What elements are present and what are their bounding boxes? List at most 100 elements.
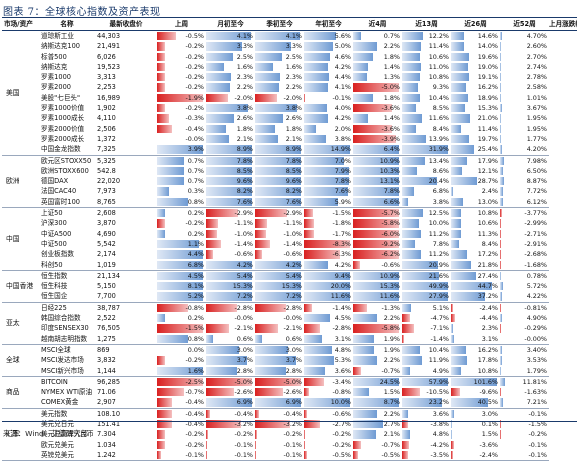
perf-cell: 3.0%: [206, 344, 255, 355]
perf-cell: -0.5%: [304, 450, 353, 461]
perf-cell: 9.6%: [255, 176, 304, 186]
perf-value: 40.5%: [478, 397, 498, 407]
perf-value: 4.70%: [527, 31, 547, 41]
perf-value: 4.2%: [335, 260, 351, 270]
negative-bar: [304, 230, 314, 238]
perf-cell: 19.6%: [451, 52, 500, 62]
perf-cell: 7.8%: [353, 186, 402, 196]
perf-cell: 2.2%: [255, 82, 304, 92]
performance-table: 市场/资产名称最新收盘价上周月初至今季初至今年初至今近4周近13周近26周近52…: [2, 17, 577, 461]
perf-cell: 4.8%: [304, 344, 353, 355]
asset-name: 罗素2000: [39, 82, 95, 92]
positive-bar: [500, 177, 504, 185]
perf-value: 7.8%: [433, 239, 449, 249]
perf-value: 7.8%: [384, 186, 400, 196]
positive-bar: [500, 73, 501, 81]
perf-cell: 4.0%: [304, 103, 353, 113]
perf-cell: 3.7%: [255, 355, 304, 365]
perf-cell: 31.9%: [402, 144, 451, 155]
negative-bar: [255, 230, 266, 238]
positive-bar: [451, 177, 477, 185]
perf-value: 5.2%: [188, 291, 204, 301]
positive-bar: [255, 73, 280, 81]
perf-value: -0.5%: [185, 31, 204, 41]
perf-value: 4.90%: [527, 313, 547, 323]
close-price: 1.242: [95, 450, 157, 461]
perf-cell: 16.2%: [451, 82, 500, 92]
perf-value: 7.2%: [286, 291, 302, 301]
positive-bar: [157, 230, 165, 238]
positive-bar: [402, 167, 417, 175]
perf-cell: 8.4%: [451, 239, 500, 249]
perf-cell: 1.9%: [353, 334, 402, 345]
positive-bar: [206, 73, 231, 81]
perf-value: -1.63%: [524, 387, 547, 397]
positive-bar: [402, 198, 408, 206]
region-label: 欧洲: [2, 155, 39, 207]
perf-cell: -0.2%: [304, 429, 353, 439]
close-price: 5,325: [95, 155, 157, 166]
positive-bar: [402, 104, 416, 112]
close-price: 21,134: [95, 270, 157, 281]
close-price: 16,989: [95, 93, 157, 103]
positive-bar: [304, 125, 316, 133]
perf-value: -3.5%: [430, 450, 449, 460]
perf-value: -0.5%: [381, 450, 400, 460]
negative-bar: [353, 451, 358, 459]
asset-name: 法国CAC40: [39, 186, 95, 196]
positive-bar: [157, 335, 188, 343]
positive-bar: [500, 198, 503, 206]
perf-value: -2.99%: [524, 218, 547, 228]
column-header: 月初至今: [206, 18, 255, 31]
perf-value: 3.7%: [237, 355, 253, 365]
perf-cell: 3.6%: [304, 366, 353, 377]
negative-bar: [157, 125, 172, 133]
perf-value: 4.5%: [188, 271, 204, 281]
perf-cell: 13.9%: [402, 134, 451, 144]
perf-cell: 5.4%: [255, 270, 304, 281]
positive-bar: [451, 219, 461, 227]
perf-value: 0.0%: [188, 345, 204, 355]
perf-cell: 7.6%: [206, 197, 255, 208]
perf-cell: 7.8%: [255, 155, 304, 166]
close-price: 76,505: [95, 323, 157, 333]
negative-bar: [500, 230, 501, 238]
positive-bar: [451, 104, 465, 112]
perf-cell: 3.1%: [451, 334, 500, 345]
positive-bar: [157, 177, 184, 185]
perf-value: -1.3%: [381, 303, 400, 313]
perf-cell: 7.21%: [500, 397, 549, 408]
perf-value: -0.2%: [185, 429, 204, 439]
positive-bar: [353, 314, 377, 322]
perf-value: 1.6%: [188, 366, 204, 376]
perf-cell: -1.4%: [255, 239, 304, 249]
perf-value: 10.6%: [478, 218, 498, 228]
positive-bar: [157, 187, 169, 195]
close-price: 7.304: [95, 429, 157, 439]
perf-value: -3.77%: [524, 208, 547, 218]
asset-name: 恒生指数: [39, 270, 95, 281]
perf-value: 4.6%: [335, 52, 351, 62]
perf-cell: -5.0%: [206, 376, 255, 387]
perf-cell: 5.4%: [206, 270, 255, 281]
negative-bar: [157, 32, 176, 40]
perf-cell: -2.1%: [206, 323, 255, 333]
negative-bar: [157, 410, 172, 418]
close-price: 2,522: [95, 313, 157, 323]
perf-value: -2.9%: [234, 208, 253, 218]
perf-cell: 2.3%: [451, 323, 500, 333]
perf-value: 5.9%: [335, 197, 351, 207]
negative-bar: [304, 388, 309, 396]
close-price: 6,026: [95, 52, 157, 62]
perf-cell: 1.4%: [353, 113, 402, 123]
positive-bar: [451, 335, 454, 343]
negative-bar: [206, 304, 237, 312]
perf-value: 8.4%: [482, 239, 498, 249]
perf-cell: -0.2%: [255, 429, 304, 439]
perf-value: 13.1%: [380, 176, 400, 186]
asset-name: 沪深300: [39, 218, 95, 228]
